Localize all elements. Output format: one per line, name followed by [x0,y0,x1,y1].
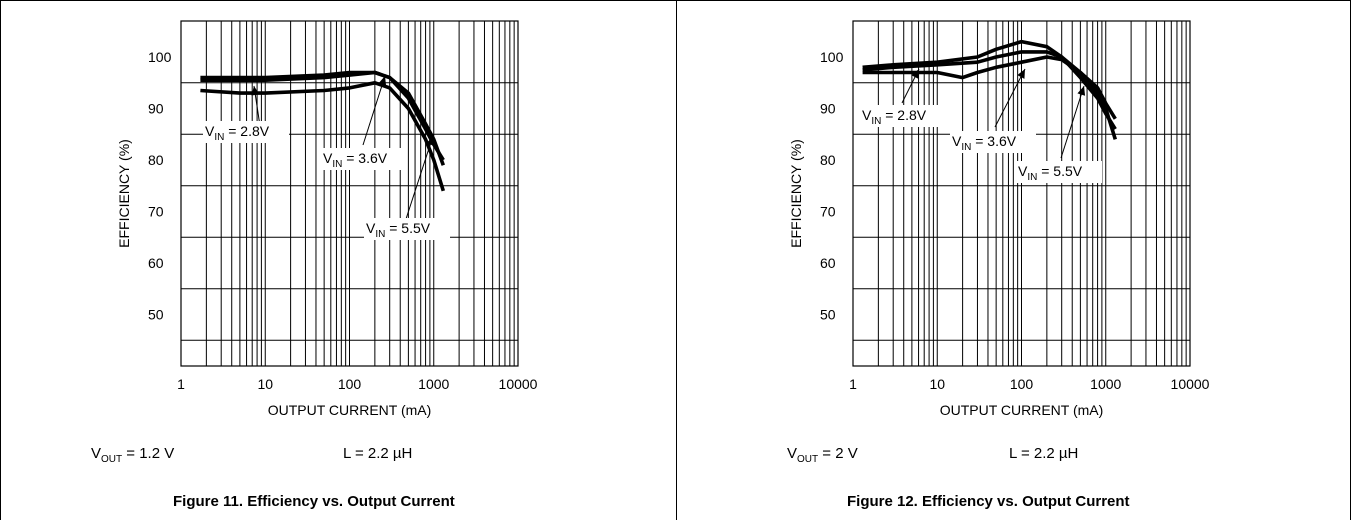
x-tick-label: 10 [257,376,273,392]
annotation-arrowhead [911,69,919,79]
annotation-arrowhead [1077,86,1086,96]
annotation-background [364,218,450,240]
annotation-background [1016,161,1102,183]
annotation-label: VIN = 3.6V [952,133,1017,153]
series-line [200,70,445,166]
annotation-leader [405,135,434,220]
series-line [862,39,1117,131]
x-tick-label: 10000 [1171,376,1210,392]
y-tick-label: 80 [148,152,164,168]
x-axis-label: OUTPUT CURRENT (mA) [940,402,1104,418]
x-tick-label: 100 [1010,376,1034,392]
annotation-label: VIN = 3.6V [323,150,388,170]
annotation-arrowhead [426,136,435,146]
plot-frame [180,20,519,367]
y-tick-label: 100 [148,49,172,65]
y-tick-label: 90 [148,101,164,117]
chart-panel-right: 1 10 100 1000 10000 50 60 70 80 90 100 OUTPUT CURRE… [676,0,1351,520]
series-line [862,55,1117,120]
annotation-label: VIN = 2.8V [862,107,927,127]
annotation-arrowhead [1017,69,1025,79]
annotation-leader [994,68,1026,128]
series-annotation: VIN = 2.8V [203,121,289,143]
y-tick-label: 60 [820,255,836,271]
annotation-background [203,121,289,143]
y-tick-label: 70 [148,204,164,220]
y-tick-label: 80 [820,152,836,168]
series-annotation: VIN = 2.8V [860,105,946,127]
y-axis-label: EFFICIENCY (%) [116,139,132,248]
series-annotation: VIN = 5.5V [364,218,450,240]
inductor-label: L = 2.2 µH [1009,445,1079,462]
y-axis-label: EFFICIENCY (%) [788,139,804,248]
series-line [200,70,445,161]
plot-frame [852,20,1191,367]
efficiency-chart-2: 1 10 100 1000 10000 50 60 70 80 90 100 OUTPUT CURRE… [788,20,1210,418]
y-tick-label: 50 [820,307,836,323]
annotation-label: VIN = 5.5V [1018,163,1083,183]
x-tick-label: 100 [338,376,362,392]
y-tick-label: 100 [820,49,844,65]
annotation-arrowhead [378,76,387,86]
vout-label: VOUT = 1.2 V [91,445,175,465]
series-annotation: VIN = 5.5V [1016,161,1102,183]
x-tick-label: 10 [929,376,945,392]
annotation-arrowhead [251,86,260,96]
series-annotation: VIN = 3.6V [321,148,407,170]
annotation-leader [362,75,386,146]
y-tick-label: 50 [148,307,164,323]
series-line [862,50,1118,140]
annotation-background [321,148,407,170]
vout-label: VOUT = 2 V [787,445,858,465]
annotation-label: VIN = 2.8V [205,123,270,143]
x-tick-label: 1000 [418,376,449,392]
annotation-leader [1060,85,1085,159]
x-tick-label: 1 [177,376,185,392]
chart-panel-left: 1 10 100 1000 10000 50 60 70 80 90 100 OUTPUT CURRE… [0,0,676,520]
x-tick-label: 1000 [1090,376,1121,392]
x-axis-label: OUTPUT CURRENT (mA) [268,402,432,418]
y-tick-label: 90 [820,101,836,117]
annotation-label: VIN = 5.5V [366,220,431,240]
series-annotation: VIN = 3.6V [950,131,1036,153]
figure-caption: Figure 12. Efficiency vs. Output Current [847,493,1130,510]
inductor-label: L = 2.2 µH [343,445,413,462]
x-tick-label: 1 [849,376,857,392]
y-tick-label: 60 [148,255,164,271]
y-tick-label: 70 [820,204,836,220]
figure-caption: Figure 11. Efficiency vs. Output Current [173,493,455,510]
annotation-background [860,105,946,127]
x-tick-label: 10000 [499,376,538,392]
efficiency-chart-1: 1 10 100 1000 10000 50 60 70 80 90 100 OUTPUT CURRE… [116,20,538,418]
annotation-background [950,131,1036,153]
